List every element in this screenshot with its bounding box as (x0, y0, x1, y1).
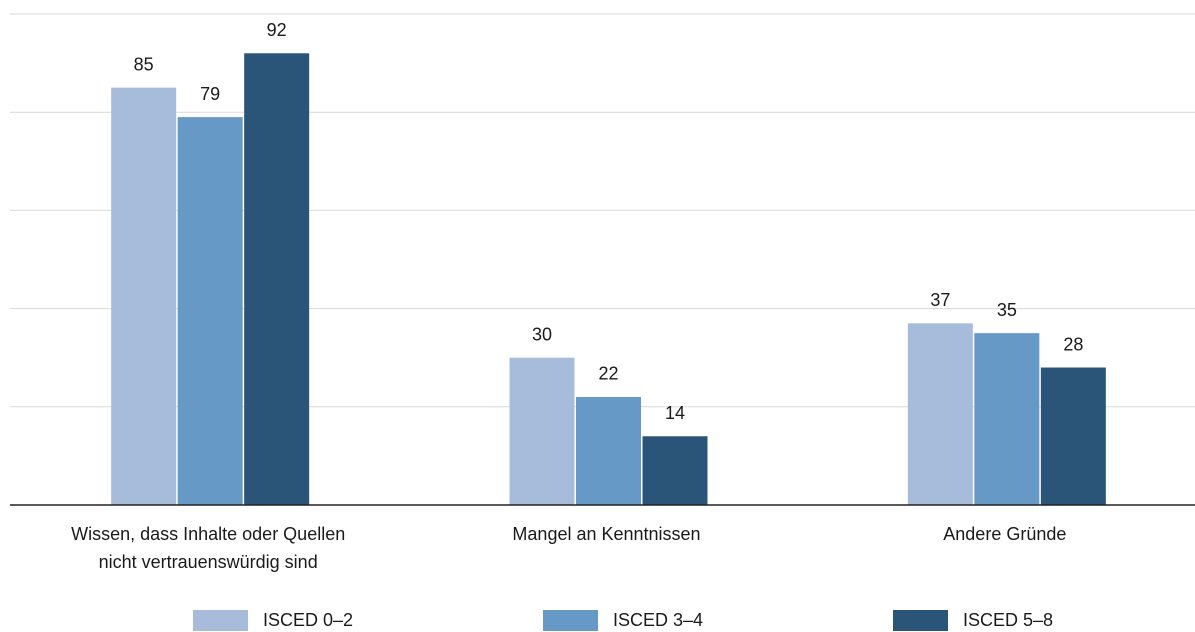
value-label: 28 (1063, 334, 1083, 354)
value-label: 35 (997, 300, 1017, 320)
x-tick-label: Andere Gründe (943, 524, 1066, 544)
value-label: 22 (598, 364, 618, 384)
bar (244, 53, 310, 505)
value-label: 30 (532, 324, 552, 344)
bar (509, 357, 575, 505)
bar (1040, 367, 1106, 505)
bar (111, 87, 177, 506)
bar (974, 333, 1040, 505)
legend-swatch (893, 610, 948, 631)
x-tick-label: Wissen, dass Inhalte oder Quellen nicht v… (71, 524, 345, 572)
value-label: 14 (665, 403, 685, 423)
value-label: 37 (930, 290, 950, 310)
value-label: 92 (267, 20, 287, 40)
value-label: 85 (134, 54, 154, 74)
legend-label: ISCED 0–2 (263, 610, 353, 630)
bar (907, 323, 973, 505)
bar (642, 436, 708, 505)
bar (177, 117, 243, 506)
legend-label: ISCED 5–8 (963, 610, 1053, 630)
legend-swatch (543, 610, 598, 631)
value-label: 79 (200, 84, 220, 104)
legend-swatch (193, 610, 248, 631)
x-tick-label: Mangel an Kenntnissen (512, 524, 700, 544)
bar (576, 396, 641, 505)
legend-label: ISCED 3–4 (613, 610, 703, 630)
